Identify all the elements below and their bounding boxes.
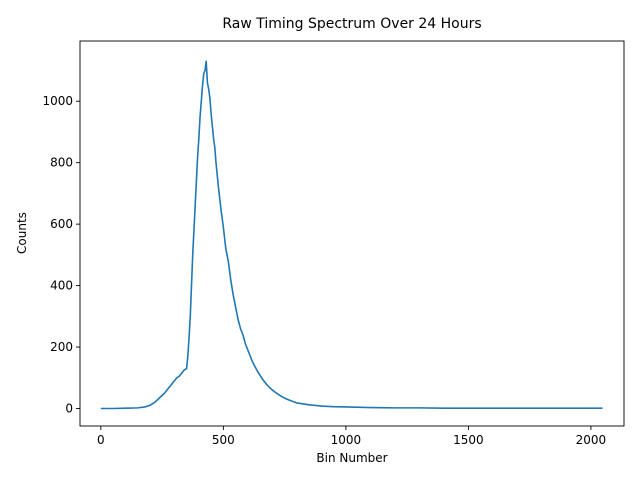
x-tick-label: 1000 bbox=[331, 433, 362, 447]
y-axis-ticks: 0 200 400 600 800 1000 bbox=[42, 94, 80, 415]
y-tick-label: 400 bbox=[50, 279, 73, 293]
y-tick-label: 800 bbox=[50, 156, 73, 170]
plot-frame bbox=[79, 40, 625, 427]
x-tick-label: 1500 bbox=[453, 433, 484, 447]
x-axis-label: Bin Number bbox=[316, 451, 387, 465]
x-axis-ticks: 0 500 1000 1500 2000 bbox=[97, 426, 606, 447]
x-tick-label: 500 bbox=[212, 433, 235, 447]
y-tick-label: 200 bbox=[50, 340, 73, 354]
x-tick-label: 2000 bbox=[576, 433, 607, 447]
x-tick-label: 0 bbox=[97, 433, 105, 447]
y-tick-label: 0 bbox=[65, 401, 73, 415]
series-line-counts bbox=[100, 60, 603, 410]
plot-area bbox=[100, 60, 603, 410]
y-tick-label: 1000 bbox=[42, 94, 73, 108]
y-tick-label: 600 bbox=[50, 217, 73, 231]
chart-title: Raw Timing Spectrum Over 24 Hours bbox=[222, 16, 481, 32]
y-axis-label: Counts bbox=[15, 212, 29, 254]
